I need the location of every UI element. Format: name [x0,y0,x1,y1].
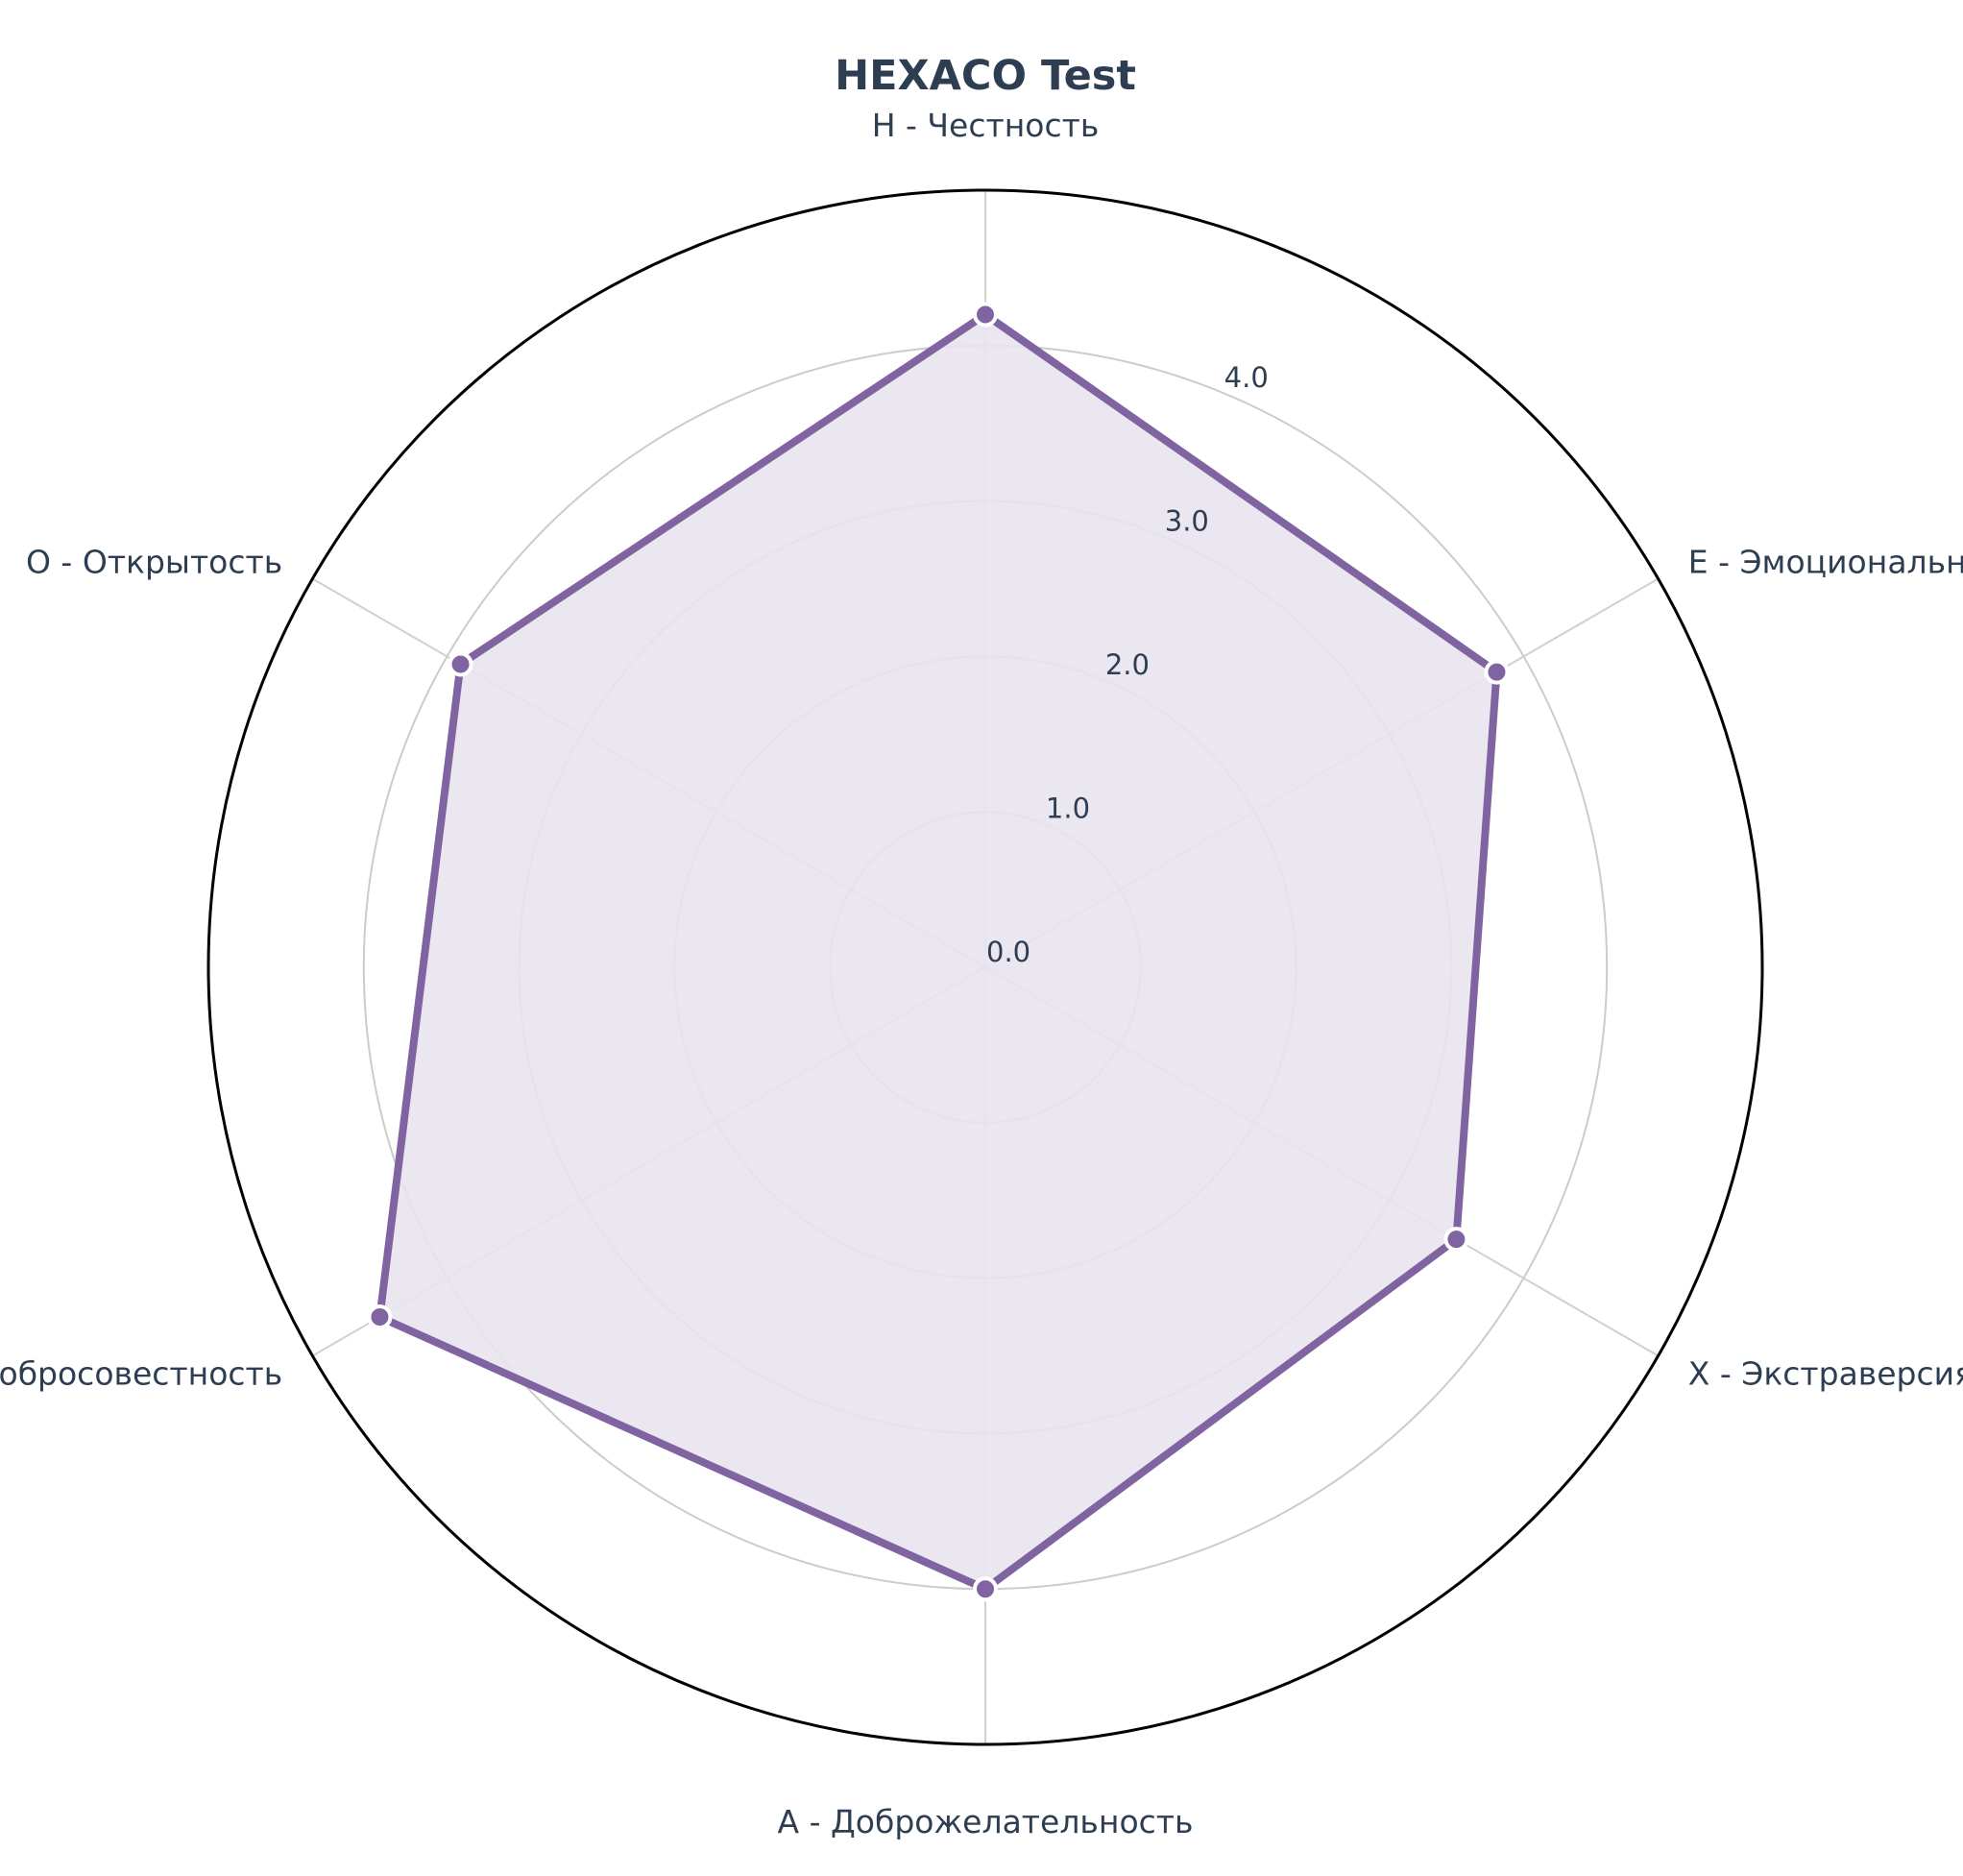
data-point-0 [973,302,998,328]
data-point-2 [1443,1227,1469,1253]
radial-tick-labels: 0.0 1.0 2.0 3.0 4.0 [986,361,1269,968]
axis-category-labels: H - Честность E - Эмоциональность X - Экст… [0,107,1963,1840]
category-label-2: X - Экстраверсия [1688,1355,1963,1393]
data-point-3 [973,1576,998,1602]
category-label-1: E - Эмоциональность [1688,544,1963,581]
data-point-1 [1484,659,1510,685]
radial-tick-label-0: 0.0 [986,936,1030,968]
radial-tick-label-1: 1.0 [1046,792,1090,825]
radial-tick-label-4: 4.0 [1224,361,1269,394]
chart-title: HEXACO Test [835,52,1136,100]
data-point-4 [367,1304,393,1330]
category-label-3: A - Доброжелательность [778,1803,1194,1840]
category-label-0: H - Честность [872,107,1100,144]
radial-tick-label-3: 3.0 [1165,505,1209,538]
category-label-5: O - Открытость [26,544,282,581]
polar-frame [206,188,1764,1746]
series-area-0 [376,309,1501,1594]
data-point-5 [448,651,473,677]
category-label-4: C - Добросовестность [0,1355,282,1393]
radial-tick-label-2: 2.0 [1105,648,1150,681]
series-layer [367,302,1510,1602]
